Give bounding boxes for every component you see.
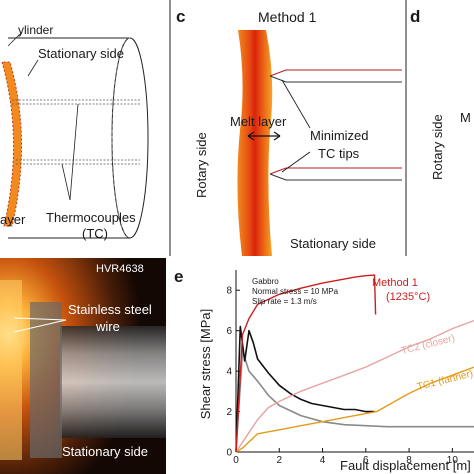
panel-d: d Rotary side M (410, 7, 471, 180)
panel-d-rotary: Rotary side (430, 114, 445, 180)
panel-c-melt-label: Melt layer (230, 114, 287, 129)
photo-metal-collar (30, 302, 62, 458)
panel-c: c Method 1 Rotary side Melt layer Minimi… (169, 0, 407, 256)
series-line-1 (235, 319, 474, 453)
photo-metal-shaft (60, 326, 166, 438)
melt-layer-disk (1, 61, 23, 227)
y-tick-label: 2 (226, 407, 232, 418)
panel-c-rotary: Rotary side (194, 132, 209, 198)
panel-d-letter: d (410, 7, 420, 26)
series-line-2 (235, 366, 474, 453)
label-thermocouples: Thermocouples (46, 210, 136, 225)
photo-wire-leader-1 (13, 317, 67, 321)
photo-hot-zone (0, 280, 22, 460)
label-cylinder: ylinder (18, 23, 53, 37)
label-tc2: TC2 (closer) (400, 333, 456, 357)
panel-c-title: Method 1 (258, 9, 317, 25)
panel-c-tips-2: TC tips (318, 146, 360, 161)
label-stationary-a: Stationary side (38, 46, 124, 61)
y-tick-label: 4 (226, 367, 232, 378)
panel-c-stationary: Stationary side (290, 236, 376, 251)
x-tick-label: 2 (276, 455, 282, 466)
melt-arrow-head-right (273, 131, 281, 141)
leader-stationary (27, 59, 39, 77)
photo-stationary: Stationary side (62, 444, 148, 459)
x-tick-label: 8 (406, 455, 412, 466)
photo-wire-leader-2 (13, 319, 67, 333)
panel-d-partial: M (460, 110, 471, 125)
tc-tip-lower (269, 167, 402, 181)
label-method1-temp: (1235°C) (386, 291, 430, 303)
x-tick-label: 0 (233, 455, 239, 466)
label-tc: (TC) (82, 226, 108, 241)
y-tick-label: 6 (226, 326, 232, 337)
x-tick-label: 6 (363, 455, 369, 466)
series-line-3 (235, 325, 375, 453)
x-tick-label: 10 (447, 455, 459, 466)
x-tick-label: 4 (320, 455, 326, 466)
leader-cylinder (7, 31, 23, 47)
label-layer: ayer (0, 212, 26, 227)
cylinder-body (8, 37, 130, 239)
photo-wire-2: wire (95, 319, 120, 334)
chart-note-2: Normal stress = 10 MPa (252, 287, 339, 296)
leader-tips-lower (281, 151, 311, 173)
leader-tc-1 (69, 103, 79, 201)
photo-id: HVR4638 (96, 263, 144, 275)
tc-tip-upper (269, 69, 402, 83)
melt-arrow-head-left (247, 131, 255, 141)
cylinder-hidden-edge (111, 37, 131, 239)
y-axis-title: Shear stress [MPa] (198, 309, 213, 420)
melt-layer (237, 30, 273, 256)
leader-tips-upper (281, 79, 311, 129)
panel-c-letter: c (176, 7, 185, 26)
label-tc1: TC1 (farther) (416, 368, 474, 393)
panel-a: ylinder Stationary side ayer Thermocoupl… (0, 23, 149, 241)
panel-photo: HVR4638 Stainless steel wire Stationary … (0, 258, 166, 474)
panel-e-letter: e (174, 267, 183, 286)
photo-wire-1: Stainless steel (68, 302, 152, 317)
series-line-0 (235, 274, 377, 453)
series-line-4 (235, 350, 474, 453)
x-axis-title: Fault displacement [m] (340, 458, 471, 473)
y-tick-label: 0 (226, 448, 232, 459)
chart-note-1: Gabbro (252, 277, 279, 286)
y-tick-label: 8 (226, 286, 232, 297)
leader-tc-2 (61, 163, 71, 201)
panel-c-tips-1: Minimized (310, 128, 369, 143)
label-method1: Method 1 (372, 277, 418, 289)
chart-note-3: Slip rate = 1.3 m/s (252, 297, 317, 306)
